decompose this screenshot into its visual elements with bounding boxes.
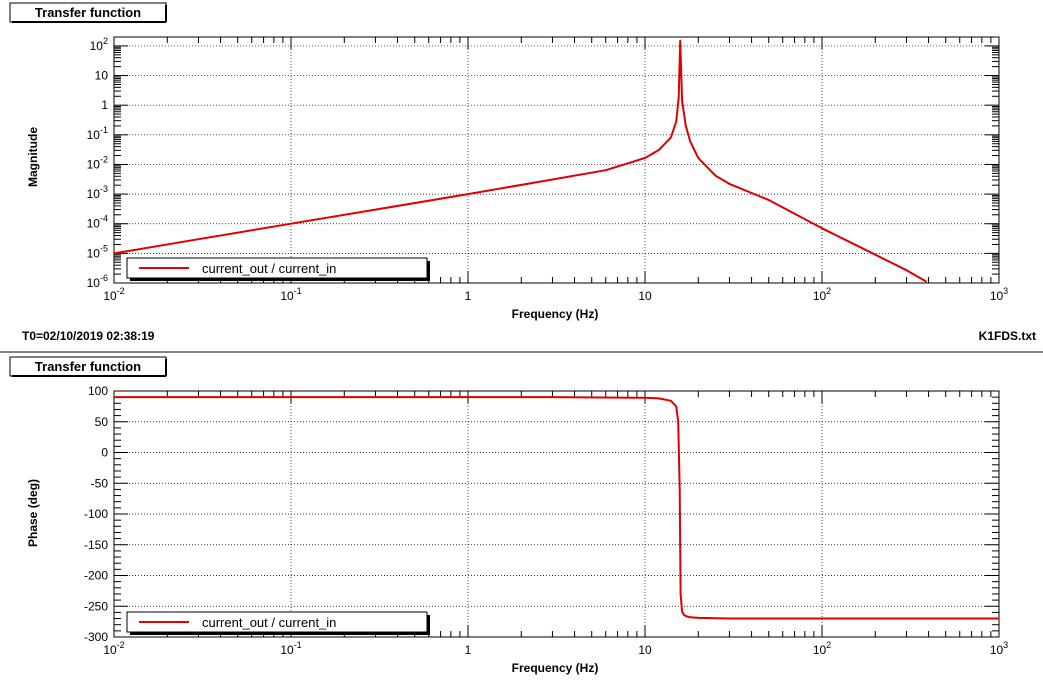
x-tick-label: 102 [813, 640, 831, 657]
phase-panel: Transfer function Frequency (Hz) Phase (… [9, 356, 1008, 675]
y-tick-exponent: 2 [103, 36, 108, 46]
x-tick-label: 103 [990, 286, 1008, 303]
x-tick-label: 103 [990, 640, 1008, 657]
y-tick-label: -250 [84, 599, 108, 613]
y-tick-label: 10 [95, 69, 109, 83]
y-tick-label: -300 [84, 630, 108, 644]
y-tick-label: 10-6 [87, 273, 108, 290]
y-tick-label: 10-1 [87, 125, 108, 142]
y-tick-exponent: -6 [100, 273, 108, 283]
y-tick-label: 50 [95, 415, 109, 429]
x-tick-label: 1 [465, 289, 472, 303]
x-tick-label: 10 [638, 289, 652, 303]
x-tick-label: 10 [638, 643, 652, 657]
y-tick-exponent: -4 [100, 214, 108, 224]
x-tick-label: 10-1 [280, 640, 301, 657]
title-box: Transfer function [9, 2, 167, 23]
x-axis-title: Frequency (Hz) [512, 661, 599, 675]
x-tick-exponent: 3 [1003, 640, 1008, 650]
legend: current_out / current_in [126, 257, 430, 281]
filename-label: K1FDS.txt [979, 329, 1036, 343]
x-tick-exponent: -2 [117, 286, 125, 296]
y-axis-title: Phase (deg) [26, 479, 40, 547]
x-tick-label: 10-2 [103, 286, 124, 303]
x-tick-label: 10-1 [280, 286, 301, 303]
x-tick-exponent: 2 [826, 286, 831, 296]
y-tick-exponent: -2 [100, 154, 108, 164]
y-tick-label: 10-5 [87, 243, 108, 260]
y-tick-exponent: -1 [100, 125, 108, 135]
y-tick-exponent: -3 [100, 184, 108, 194]
chart-title: Transfer function [35, 359, 141, 374]
x-tick-exponent: -2 [117, 640, 125, 650]
timestamp-label: T0=02/10/2019 02:38:19 [22, 329, 155, 343]
x-tick-exponent: -1 [294, 286, 302, 296]
y-tick-label: 10-3 [87, 184, 108, 201]
y-tick-label: -100 [84, 507, 108, 521]
series-line [114, 396, 999, 620]
legend-label: current_out / current_in [202, 615, 336, 630]
y-tick-label: 102 [90, 36, 108, 53]
y-tick-label: 10-2 [87, 154, 108, 171]
x-tick-label: 1 [465, 643, 472, 657]
y-tick-label: 1 [101, 98, 108, 112]
title-box: Transfer function [9, 356, 167, 377]
legend-box [126, 611, 428, 633]
y-axis-title: Magnitude [26, 127, 40, 187]
plot-frame [113, 36, 1000, 284]
x-axis-title: Frequency (Hz) [512, 307, 599, 321]
x-tick-exponent: 2 [826, 640, 831, 650]
y-tick-label: -150 [84, 538, 108, 552]
series-line [113, 39, 928, 283]
y-tick-label: 0 [101, 446, 108, 460]
legend: current_out / current_in [126, 611, 430, 635]
y-tick-label: 100 [88, 384, 108, 398]
y-tick-exponent: -5 [100, 243, 108, 253]
legend-box [126, 257, 428, 279]
y-tick-label: -200 [84, 569, 108, 583]
chart-title: Transfer function [35, 5, 141, 20]
y-tick-label: -50 [91, 476, 109, 490]
legend-label: current_out / current_in [202, 261, 336, 276]
x-tick-label: 102 [813, 286, 831, 303]
x-tick-exponent: 3 [1003, 286, 1008, 296]
magnitude-panel: Transfer function Frequency (Hz) Magnitu… [9, 2, 1008, 321]
x-tick-exponent: -1 [294, 640, 302, 650]
y-tick-label: 10-4 [87, 214, 108, 231]
